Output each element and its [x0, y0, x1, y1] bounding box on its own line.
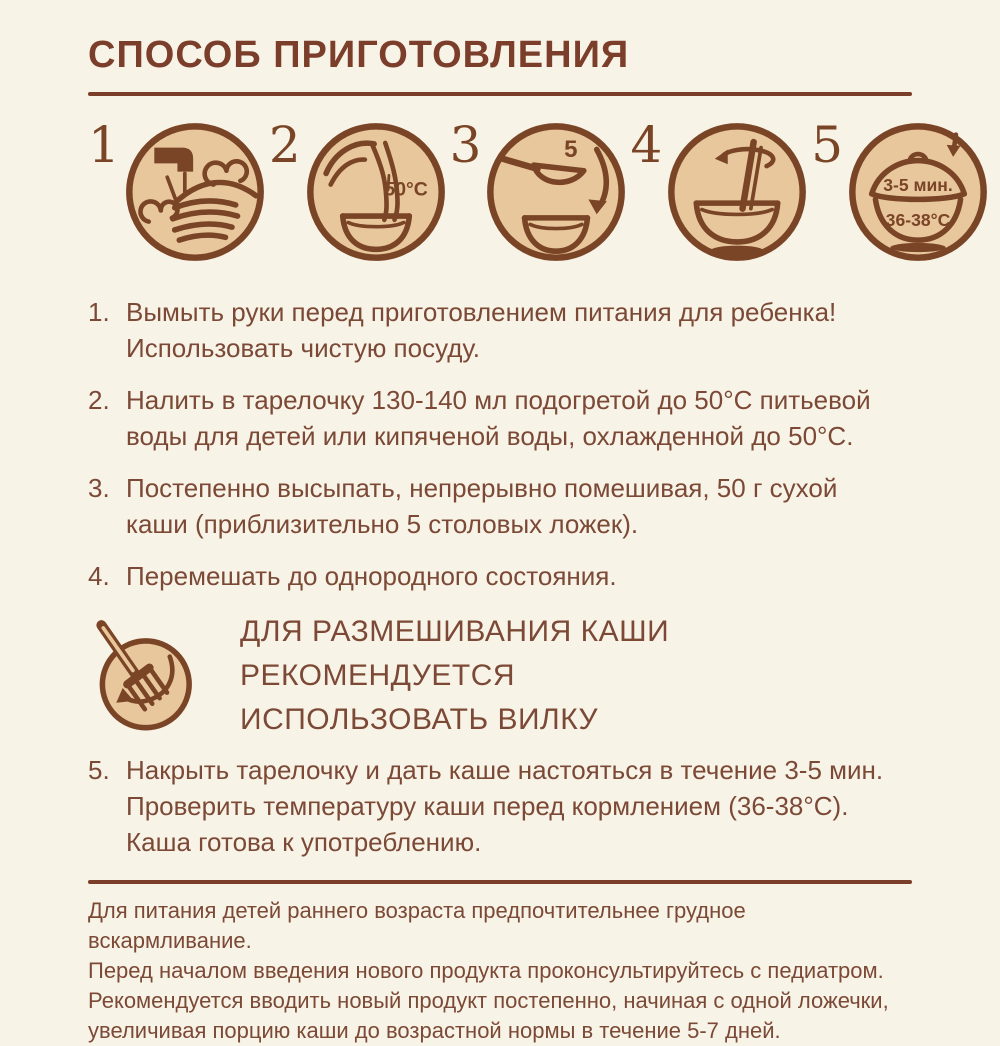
- step-text: Постепенно высыпать, непрерывно помешива…: [126, 473, 838, 539]
- step-number: 2.: [88, 385, 110, 415]
- page-title: СПОСОБ ПРИГОТОВЛЕНИЯ: [88, 34, 630, 76]
- step-number: 1.: [88, 297, 110, 327]
- instruction-step-4: 4. Перемешать до однородного состояния.: [88, 558, 912, 594]
- divider-top: [88, 92, 912, 96]
- instruction-step-1: 1. Вымыть руки перед приготовлением пита…: [88, 294, 912, 366]
- stir-bowl-icon: [668, 123, 807, 261]
- step-number: 3.: [88, 473, 110, 503]
- step-number: 5.: [88, 755, 110, 785]
- pictogram-step-5: 5 3-5 мин. 36-38°С: [811, 118, 992, 270]
- pictogram-step-1: 1: [88, 118, 269, 270]
- divider-bottom: [88, 880, 912, 884]
- fork-stir-icon: [96, 620, 192, 731]
- pictogram-number: 3: [449, 116, 482, 174]
- instruction-step-5: 5. Накрыть тарелочку и дать каше настоят…: [88, 752, 912, 860]
- pour-water-icon: 50°C: [306, 123, 445, 261]
- instruction-list: 1. Вымыть руки перед приготовлением пита…: [88, 294, 912, 860]
- pictogram-step-2: 2 50°C: [269, 118, 450, 270]
- step-text: Накрыть тарелочку и дать каше настояться…: [126, 755, 884, 857]
- step-text: Налить в тарелочку 130-140 мл подогретой…: [126, 385, 871, 451]
- step-number: 4.: [88, 561, 110, 591]
- spoon-count-label: 5: [565, 136, 578, 163]
- fork-recommendation-callout: ДЛЯ РАЗМЕШИВАНИЯ КАШИ РЕКОМЕНДУЕТСЯ ИСПО…: [88, 610, 912, 742]
- pictogram-row: 1 2: [88, 118, 987, 270]
- pictogram-number: 2: [268, 116, 301, 174]
- footer-disclaimer: Для питания детей раннего возраста предп…: [88, 898, 889, 1043]
- rest-time-label: 3-5 мин.: [883, 175, 953, 195]
- callout-text: ДЛЯ РАЗМЕШИВАНИЯ КАШИ РЕКОМЕНДУЕТСЯ ИСПО…: [240, 615, 670, 736]
- rest-covered-bowl-icon: 3-5 мин. 36-38°С: [849, 123, 987, 261]
- instruction-step-2: 2. Налить в тарелочку 130-140 мл подогре…: [88, 382, 912, 454]
- water-temperature-label: 50°C: [384, 179, 427, 201]
- serving-temperature-label: 36-38°С: [886, 210, 951, 230]
- pictogram-step-4: 4: [630, 118, 811, 270]
- step-text: Вымыть руки перед приготовлением питания…: [126, 297, 837, 363]
- step-text: Перемешать до однородного состояния.: [126, 561, 617, 591]
- pictogram-number: 5: [811, 116, 844, 174]
- add-cereal-spoon-icon: 5: [487, 123, 626, 261]
- pictogram-step-3: 3 5: [450, 118, 631, 270]
- pictogram-number: 4: [630, 116, 663, 174]
- instruction-step-3: 3. Постепенно высыпать, непрерывно помеш…: [88, 470, 912, 542]
- wash-hands-icon: [125, 123, 264, 261]
- pictogram-number: 1: [88, 116, 120, 174]
